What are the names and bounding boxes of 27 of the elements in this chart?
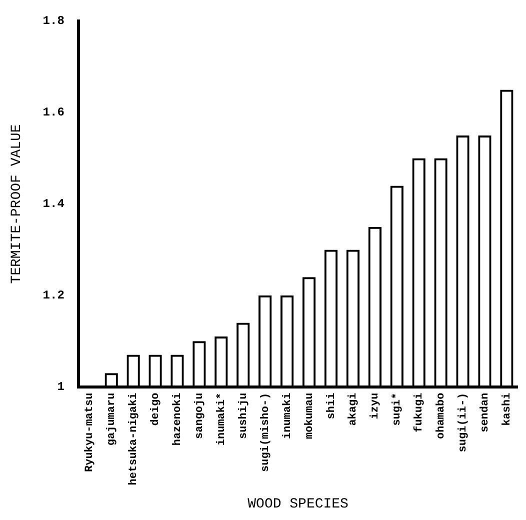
- x-tick-label: sugi(misho-): [260, 392, 272, 472]
- x-tick-label: ohamabo: [436, 392, 448, 440]
- x-tick-label: deigo: [150, 392, 162, 426]
- y-tick-label: 1.8: [42, 14, 64, 28]
- x-tick-label: sugi*: [392, 392, 404, 426]
- x-tick-label: sushiju: [238, 392, 250, 440]
- x-tick-label: inumaki*: [216, 392, 228, 446]
- y-tick-label: 1.6: [42, 106, 64, 120]
- x-tick-label: izyu: [370, 392, 382, 420]
- x-tick-label: gajumaru: [106, 392, 118, 446]
- x-tick-label: mokumau: [304, 392, 316, 440]
- x-tick-label: fukugi: [412, 392, 426, 432]
- x-tick-label: inumaki: [282, 392, 294, 440]
- x-tick-label: sugi(ii-): [458, 392, 470, 452]
- x-tick-label: sangoju: [194, 392, 206, 440]
- x-tick-label: akagi: [348, 392, 360, 426]
- y-tick-label: 1.2: [42, 288, 64, 302]
- x-tick-label: kashi: [501, 392, 514, 426]
- x-tick-label: Ryukyu-matsu: [84, 392, 96, 472]
- y-axis-title: TERMITE-PROOF VALUE: [9, 124, 26, 284]
- x-tick-label: shii: [326, 392, 338, 420]
- x-tick-label: sendan: [480, 392, 492, 432]
- x-tick-label: hetsuka-nigaki: [128, 392, 140, 486]
- x-tick-label: hazenoki: [172, 392, 184, 446]
- y-tick-label: 1: [57, 380, 64, 394]
- y-tick-label: 1.4: [42, 197, 64, 212]
- x-axis-title: WOOD SPECIES: [248, 496, 348, 512]
